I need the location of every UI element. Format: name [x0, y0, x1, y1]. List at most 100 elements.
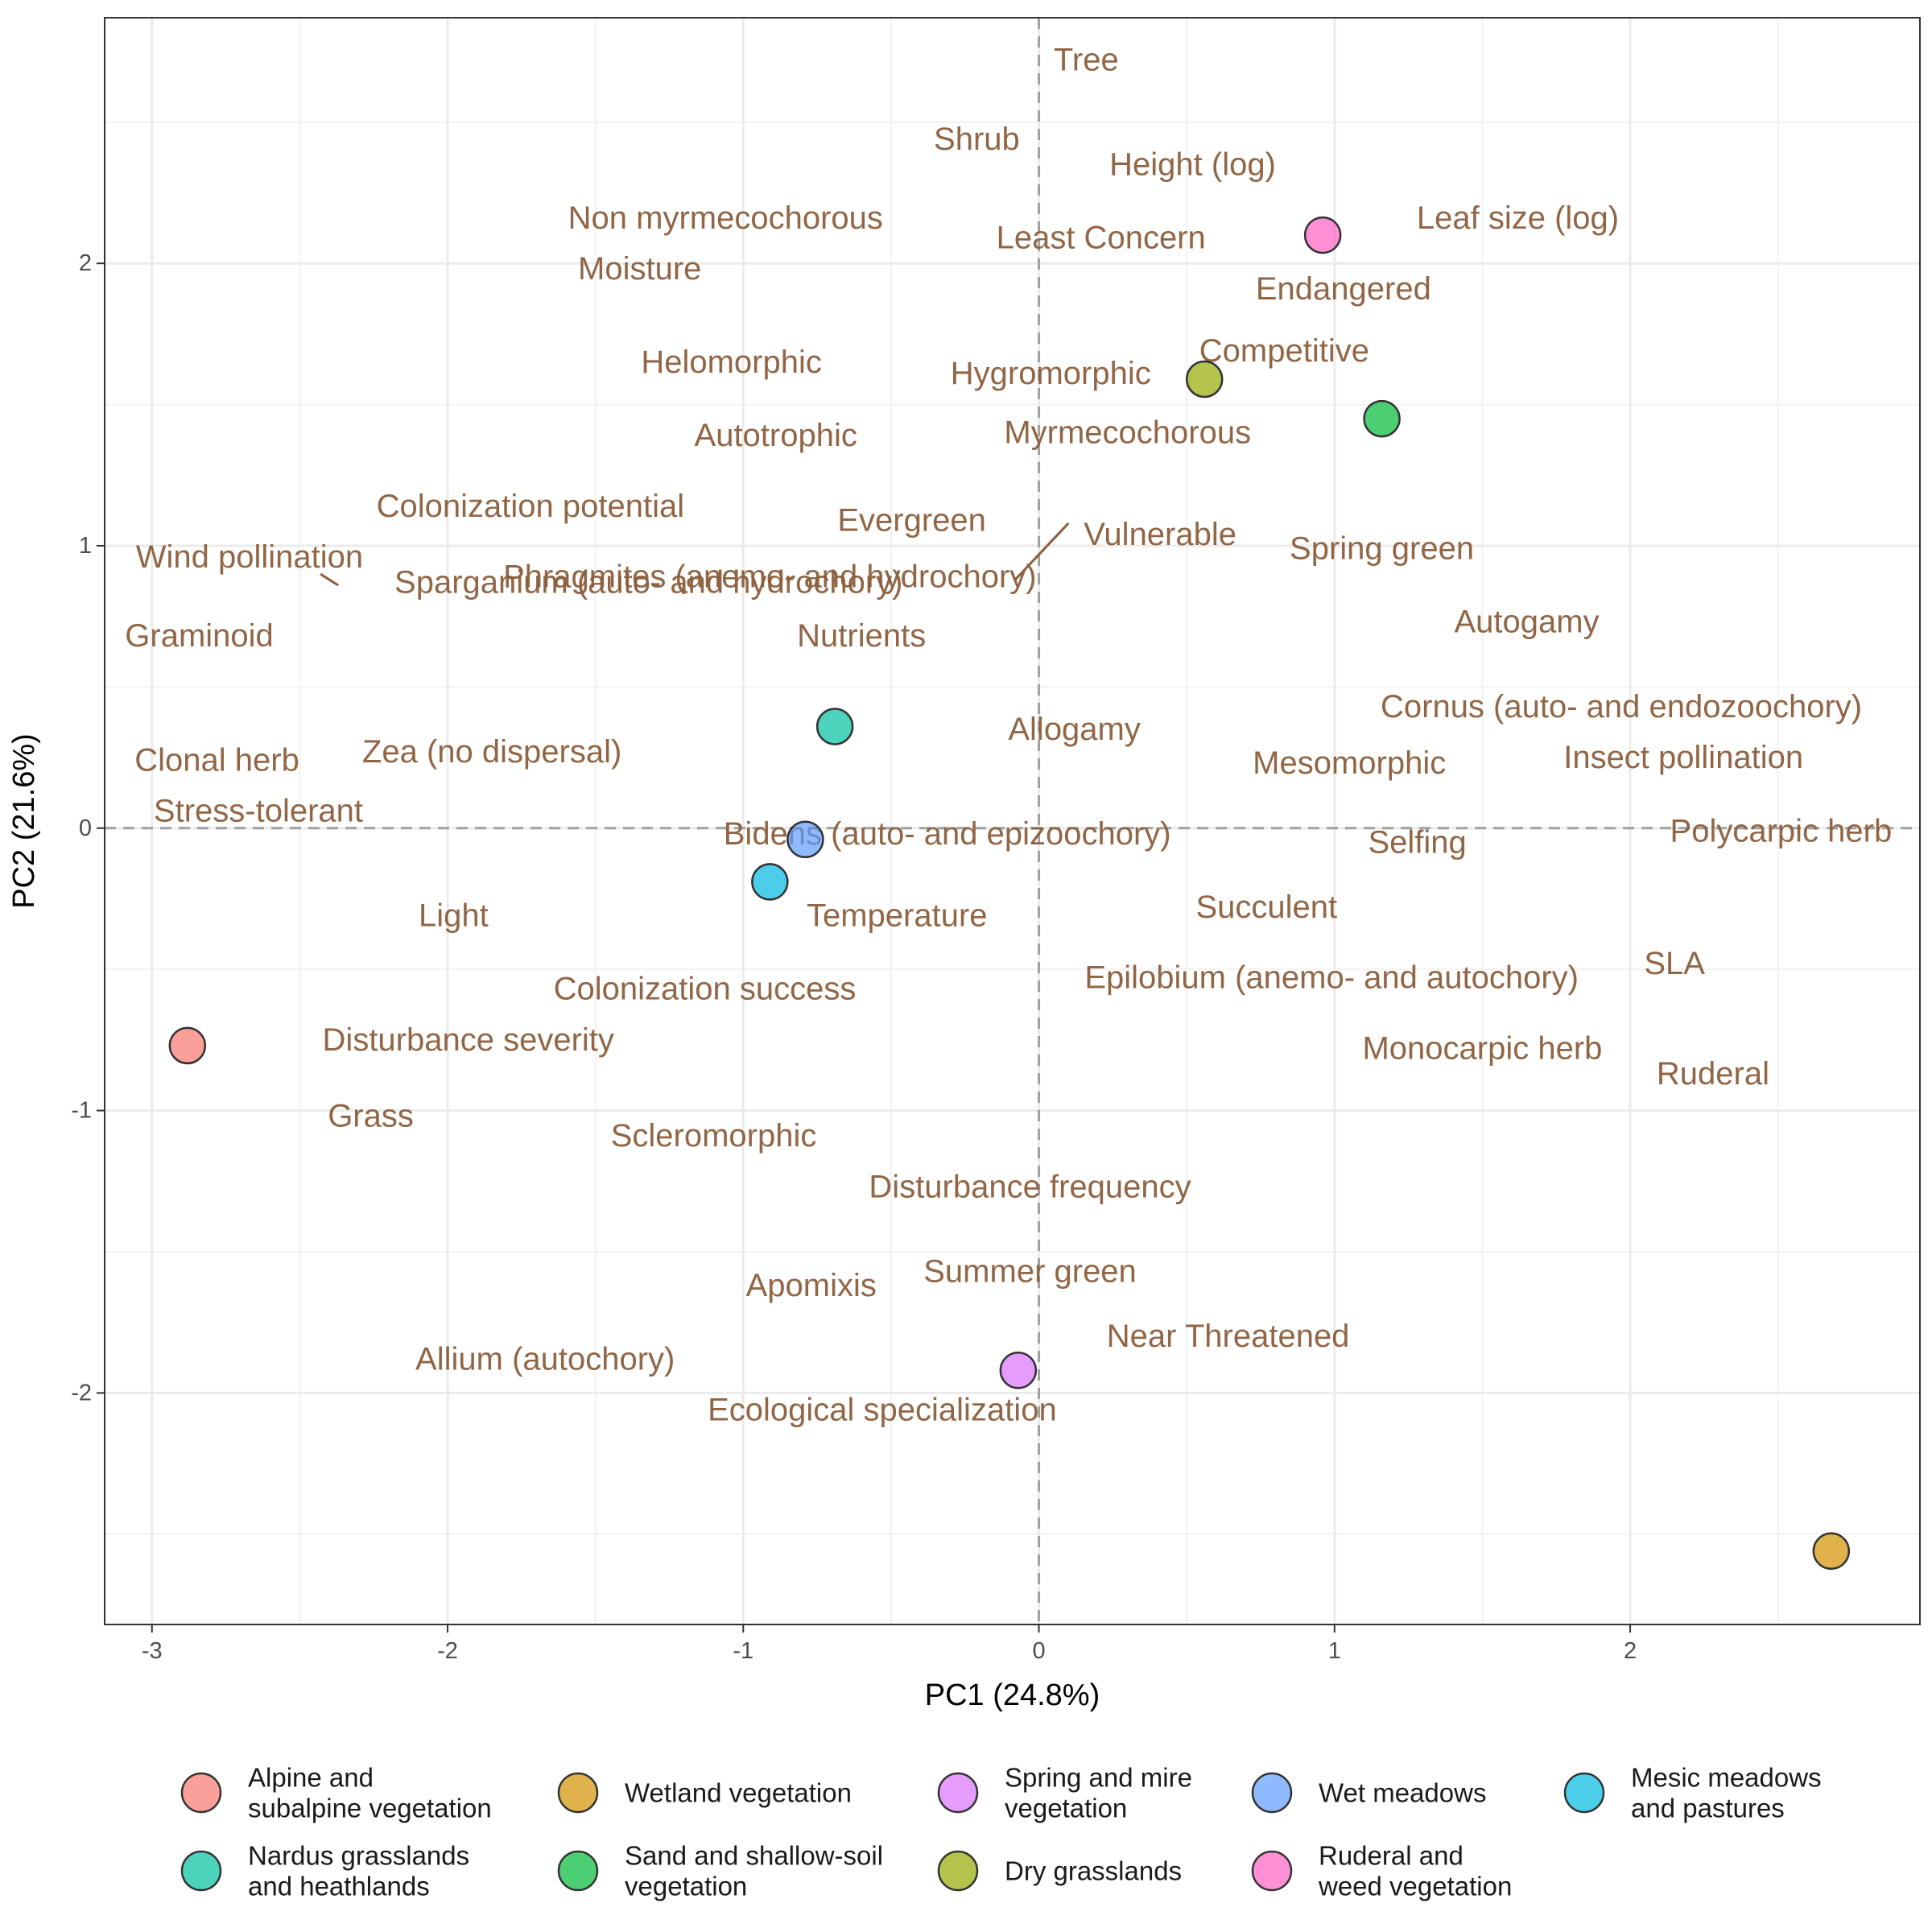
trait-label: Moisture	[578, 251, 701, 287]
legend-label: and heathlands	[248, 1872, 430, 1901]
legend-item: Wet meadows	[1251, 1772, 1486, 1814]
trait-label: Helomorphic	[641, 345, 822, 380]
group-point	[168, 1026, 207, 1065]
group-point	[815, 708, 854, 745]
trait-label: Allium (autochory)	[415, 1341, 675, 1377]
y-tick-label: 0	[79, 815, 92, 841]
x-tick-label: 2	[1624, 1638, 1637, 1664]
legend-key	[1563, 1772, 1605, 1814]
trait-label: Myrmecochorous	[1004, 415, 1251, 451]
legend-key	[180, 1772, 222, 1814]
legend-item: Wetland vegetation	[557, 1772, 852, 1814]
panel-border	[104, 17, 1921, 1625]
legend-key	[557, 1772, 599, 1814]
legend-label: Wet meadows	[1319, 1778, 1486, 1808]
y-tick-label: -1	[71, 1098, 92, 1124]
trait-label: Near Threatened	[1107, 1319, 1350, 1354]
legend-label: Ruderal and	[1319, 1841, 1463, 1871]
trait-label: Endangered	[1256, 271, 1431, 307]
trait-label: Leaf size (log)	[1417, 200, 1619, 236]
trait-label: Monocarpic herb	[1362, 1030, 1602, 1066]
trait-labels: Tree Shrub Height (log) Non myrmecochorous L…	[125, 43, 1892, 1428]
legend-key	[1251, 1850, 1293, 1892]
trait-label: Phragmites (anemo- and hydrochory)	[503, 559, 1037, 595]
grid	[105, 18, 1920, 1624]
legend-key	[180, 1850, 222, 1892]
trait-label: Light	[419, 898, 489, 934]
x-tick-label: -3	[142, 1638, 163, 1664]
trait-label: Scleromorphic	[611, 1118, 817, 1154]
trait-label: Evergreen	[837, 502, 986, 538]
trait-label: Summer green	[923, 1254, 1137, 1290]
legend-label: vegetation	[625, 1872, 747, 1901]
legend-key	[557, 1850, 599, 1892]
legend-label: Spring and mire	[1005, 1763, 1192, 1793]
group-point	[1303, 216, 1342, 254]
y-tick-label: 1	[79, 533, 92, 559]
trait-label: Mesomorphic	[1253, 745, 1446, 781]
legend-label: vegetation	[1005, 1794, 1127, 1823]
trait-label: Clonal herb	[134, 743, 299, 778]
trait-label: Autotrophic	[695, 418, 857, 453]
trait-label: Spring green	[1290, 530, 1474, 566]
legend-label: Wetland vegetation	[625, 1778, 852, 1808]
trait-label: Selfing	[1368, 824, 1466, 860]
legend-key	[1251, 1772, 1293, 1814]
x-tick-label: -2	[437, 1638, 458, 1664]
legend-key	[937, 1850, 979, 1892]
x-axis-title: PC1 (24.8%)	[925, 1678, 1100, 1712]
trait-label: Shrub	[934, 122, 1020, 157]
trait-label: Cornus (auto- and endozoochory)	[1381, 689, 1862, 724]
trait-label: Least Concern	[997, 221, 1206, 256]
x-axis-ticks: -3 -2 -1 0 1 2	[142, 1624, 1637, 1664]
trait-label: Hygromorphic	[951, 356, 1151, 391]
trait-label: Zea (no dispersal)	[362, 734, 621, 770]
trait-label: SLA	[1644, 946, 1705, 981]
trait-label: Sparganium (auto- and hydrochory)	[394, 565, 902, 601]
legend-label: subalpine vegetation	[248, 1794, 492, 1823]
legend-label: Alpine and	[248, 1763, 374, 1793]
trait-label: Insect pollination	[1563, 740, 1803, 775]
x-tick-label: -1	[733, 1638, 753, 1664]
legend-label: and pastures	[1631, 1794, 1785, 1823]
trait-label: Colonization success	[554, 972, 857, 1007]
label-connector-line	[320, 572, 339, 587]
trait-label: Height (log)	[1109, 147, 1276, 182]
trait-label: Allogamy	[1008, 712, 1141, 747]
trait-label: Polycarpic herb	[1670, 813, 1893, 848]
group-point	[1363, 399, 1401, 438]
trait-label: Temperature	[807, 898, 988, 934]
trait-label: Tree	[1054, 43, 1119, 78]
label-connectors	[320, 522, 1070, 587]
group-point	[999, 1352, 1038, 1389]
trait-label: Grass	[328, 1099, 414, 1134]
legend-item: Dry grasslands	[937, 1850, 1182, 1892]
trait-label: Non myrmecochorous	[568, 200, 883, 236]
legend-label: Mesic meadows	[1631, 1763, 1822, 1793]
y-tick-label: 2	[79, 250, 92, 276]
trait-label: Ecological specialization	[708, 1392, 1057, 1427]
label-connector-line	[1014, 522, 1070, 581]
legend-key	[937, 1772, 979, 1814]
group-points	[168, 216, 1851, 1571]
x-tick-label: 1	[1328, 1638, 1341, 1664]
y-tick-label: -2	[71, 1380, 92, 1406]
trait-label: Graminoid	[125, 618, 274, 654]
trait-label: Colonization potential	[377, 489, 684, 524]
group-point	[1812, 1532, 1851, 1571]
trait-label: Nutrients	[797, 618, 926, 654]
trait-label: Disturbance severity	[323, 1022, 614, 1058]
trait-label: Succulent	[1196, 890, 1338, 925]
legend-label: Dry grasslands	[1005, 1856, 1182, 1886]
group-point	[1185, 360, 1224, 398]
trait-label: Autogamy	[1454, 605, 1599, 640]
